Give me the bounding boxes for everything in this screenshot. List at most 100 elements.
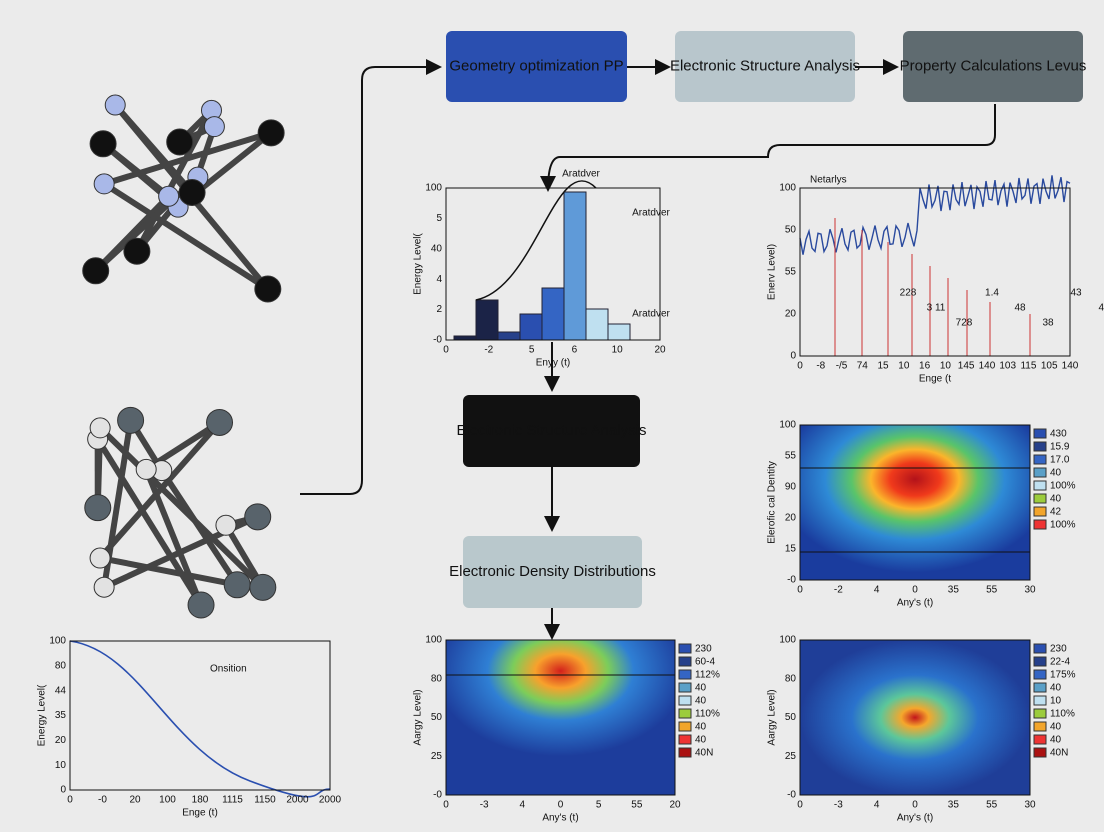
legend-label: 40N xyxy=(695,748,713,759)
y-tick-label: 50 xyxy=(785,225,797,236)
legend-swatch xyxy=(1033,721,1047,732)
y-tick-label: 25 xyxy=(431,751,443,762)
y-tick-label: 4 xyxy=(436,274,442,285)
atom xyxy=(254,275,282,303)
x-axis-label: Enge (t) xyxy=(182,808,218,819)
legend-label: 40 xyxy=(1050,494,1062,505)
bar xyxy=(497,331,521,341)
y-tick-label: 100 xyxy=(779,183,796,194)
y-axis-label: Enerv Level) xyxy=(767,244,778,300)
y-tick-label: 44 xyxy=(55,685,67,696)
y-tick-label: 55 xyxy=(785,451,797,462)
legend-swatch xyxy=(678,747,692,758)
atom xyxy=(135,458,157,480)
axes xyxy=(69,640,331,791)
legend-swatch xyxy=(678,695,692,706)
legend-label: 60-4 xyxy=(695,657,715,668)
curve xyxy=(69,640,331,798)
annotation: 728 xyxy=(956,318,973,329)
y-tick-label: 90 xyxy=(785,482,797,493)
y-tick-label: -0 xyxy=(787,575,796,586)
x-tick-label: 55 xyxy=(986,585,998,596)
y-tick-label: 20 xyxy=(785,309,797,320)
x-tick-label: 145 xyxy=(958,361,975,372)
y-tick-label: 50 xyxy=(431,712,443,723)
legend-label: 40 xyxy=(695,696,707,707)
atom xyxy=(187,591,215,619)
legend-swatch xyxy=(678,669,692,680)
x-tick-label: 4 xyxy=(874,585,880,596)
x-tick-label: 10 xyxy=(898,361,910,372)
x-tick-label: 6 xyxy=(572,345,578,356)
node-label: Geometry optimization PP xyxy=(449,57,623,74)
curve xyxy=(475,180,597,301)
legend-swatch xyxy=(1033,506,1047,517)
legend-label: 40 xyxy=(695,722,707,733)
bar xyxy=(563,191,587,341)
x-tick-label: 15 xyxy=(878,361,890,372)
x-axis-label: Enge (t xyxy=(919,374,951,385)
y-axis-label: Energy Level( xyxy=(413,232,424,294)
atom xyxy=(166,128,194,156)
legend-label: 175% xyxy=(1050,670,1076,681)
bar xyxy=(585,308,609,341)
legend-swatch xyxy=(1033,441,1047,452)
y-tick-label: 15 xyxy=(785,544,797,555)
legend-label: 42 xyxy=(1050,507,1062,518)
legend-label: 110% xyxy=(1050,709,1075,720)
annotation: Aratdver xyxy=(632,309,670,320)
y-axis-label: Elerofic cal Dentity xyxy=(767,461,778,544)
bar xyxy=(541,287,565,341)
legend-label: 22-4 xyxy=(1050,657,1070,668)
bond xyxy=(143,468,204,607)
legend-swatch xyxy=(678,682,692,693)
atom xyxy=(206,408,234,436)
bond xyxy=(102,181,270,292)
node-label: Property Calculations Levus xyxy=(900,57,1087,74)
atom xyxy=(249,573,277,601)
legend-swatch xyxy=(1033,656,1047,667)
legend-label: 10 xyxy=(1050,696,1062,707)
x-tick-label: 0 xyxy=(912,800,918,811)
legend-label: 100% xyxy=(1050,481,1076,492)
atom xyxy=(244,503,272,531)
y-tick-label: 80 xyxy=(55,660,67,671)
bar xyxy=(519,313,543,341)
legend-swatch xyxy=(1033,467,1047,478)
atom xyxy=(93,173,115,195)
y-tick-label: 100 xyxy=(425,635,442,646)
node: Electronic Density Distributions xyxy=(449,536,656,608)
arrows xyxy=(300,59,996,640)
legend-label: 40 xyxy=(1050,735,1062,746)
y-tick-label: -0 xyxy=(433,790,442,801)
node-label: Electronic Density Distributions xyxy=(449,563,656,580)
y-tick-label: 50 xyxy=(785,712,797,723)
annotation: 40 xyxy=(1098,303,1104,314)
bond xyxy=(99,555,238,588)
x-tick-label: 0 xyxy=(797,361,803,372)
legend-label: 112% xyxy=(695,670,720,681)
atom xyxy=(123,237,151,265)
x-axis-label: Any's (t) xyxy=(897,598,933,609)
y-tick-label: 0 xyxy=(60,785,66,796)
node: Geometry optimization PP xyxy=(446,31,627,102)
atom xyxy=(223,571,251,599)
legend-label: 230 xyxy=(1050,644,1067,655)
plot: Netarlys 100 50 55 20 00 -8 -/5 74 15 10 16 10 145 140… xyxy=(767,175,1104,385)
node-box xyxy=(463,395,640,467)
x-tick-label: 4 xyxy=(874,800,880,811)
x-tick-label: 10 xyxy=(940,361,952,372)
atom xyxy=(203,116,225,138)
annotation: 43 xyxy=(1070,288,1082,299)
annotation: Aratdver xyxy=(562,169,600,180)
legend-swatch xyxy=(678,708,692,719)
x-tick-label: 103 xyxy=(999,361,1016,372)
x-tick-label: -2 xyxy=(834,585,843,596)
x-tick-label: 20 xyxy=(654,345,666,356)
x-tick-label: -/5 xyxy=(836,361,848,372)
y-tick-label: 80 xyxy=(431,673,443,684)
x-tick-label: 180 xyxy=(192,795,209,806)
